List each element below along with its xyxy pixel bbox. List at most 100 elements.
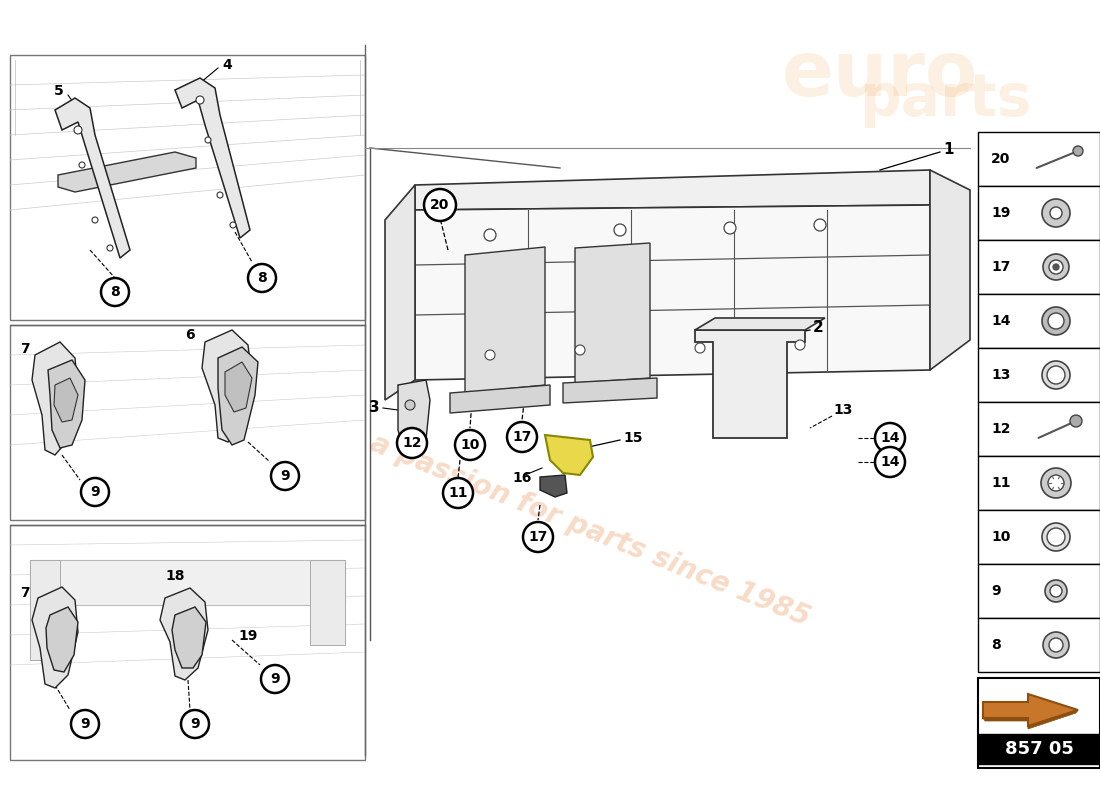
Bar [30, 560, 345, 605]
Text: 14: 14 [991, 314, 1011, 328]
Text: 3: 3 [370, 401, 379, 415]
Circle shape [1049, 260, 1063, 274]
Circle shape [92, 217, 98, 223]
Text: 12: 12 [991, 422, 1011, 436]
Text: 9: 9 [280, 469, 289, 483]
Text: euro: euro [782, 38, 978, 112]
Polygon shape [58, 152, 196, 192]
Text: 14: 14 [880, 455, 900, 469]
Polygon shape [226, 362, 252, 412]
Text: 16: 16 [512, 471, 531, 485]
Polygon shape [415, 205, 930, 380]
Bar [30, 560, 60, 660]
Polygon shape [983, 694, 1078, 726]
Polygon shape [415, 170, 930, 210]
Text: 19: 19 [991, 206, 1011, 220]
Circle shape [196, 96, 204, 104]
Text: a passion for parts since 1985: a passion for parts since 1985 [366, 429, 814, 631]
Circle shape [575, 345, 585, 355]
Text: 9: 9 [80, 717, 90, 731]
Bar [978, 510, 1100, 564]
Text: 9: 9 [991, 584, 1001, 598]
Text: 1: 1 [943, 142, 954, 158]
Bar [978, 294, 1100, 348]
Circle shape [405, 400, 415, 410]
Circle shape [795, 340, 805, 350]
Text: 19: 19 [238, 629, 257, 643]
Polygon shape [160, 588, 208, 680]
Circle shape [485, 350, 495, 360]
Text: 7: 7 [21, 342, 30, 356]
Text: 12: 12 [403, 436, 421, 450]
Circle shape [1045, 580, 1067, 602]
Polygon shape [930, 170, 970, 370]
Circle shape [205, 137, 211, 143]
Circle shape [79, 162, 85, 168]
Bar [978, 734, 1100, 764]
Bar [978, 456, 1100, 510]
Text: 11: 11 [449, 486, 468, 500]
Text: 15: 15 [623, 431, 642, 445]
Circle shape [424, 189, 456, 221]
Circle shape [230, 222, 236, 228]
Text: 17: 17 [528, 530, 548, 544]
Polygon shape [695, 330, 805, 438]
Text: 8: 8 [110, 285, 120, 299]
Circle shape [1042, 307, 1070, 335]
Circle shape [1043, 632, 1069, 658]
Circle shape [1072, 146, 1084, 156]
Circle shape [182, 710, 209, 738]
Circle shape [814, 219, 826, 231]
Polygon shape [695, 318, 825, 330]
Polygon shape [450, 385, 550, 413]
Bar [978, 132, 1100, 186]
Polygon shape [398, 380, 430, 450]
Circle shape [72, 710, 99, 738]
Circle shape [107, 245, 113, 251]
Polygon shape [55, 98, 130, 258]
Circle shape [1047, 366, 1065, 384]
Bar [978, 618, 1100, 672]
Polygon shape [575, 243, 650, 383]
Bar [978, 348, 1100, 402]
Text: 20: 20 [991, 152, 1011, 166]
Text: 6: 6 [186, 328, 195, 342]
Circle shape [1042, 199, 1070, 227]
Polygon shape [32, 587, 78, 688]
Bar [978, 240, 1100, 294]
Polygon shape [32, 342, 78, 455]
Polygon shape [218, 347, 258, 445]
Polygon shape [983, 710, 1078, 729]
Bar [10, 55, 365, 320]
Text: 14: 14 [880, 431, 900, 445]
Text: 17: 17 [991, 260, 1011, 274]
Bar [978, 186, 1100, 240]
Circle shape [1048, 475, 1064, 491]
Bar [310, 560, 345, 645]
Circle shape [724, 222, 736, 234]
Circle shape [614, 224, 626, 236]
Circle shape [695, 343, 705, 353]
Text: 18: 18 [165, 569, 185, 583]
Circle shape [874, 423, 905, 453]
Text: 10: 10 [460, 438, 480, 452]
Text: 9: 9 [90, 485, 100, 499]
Circle shape [1050, 207, 1062, 219]
Text: 8: 8 [991, 638, 1001, 652]
Circle shape [1070, 415, 1082, 427]
Text: 9: 9 [190, 717, 200, 731]
Circle shape [101, 278, 129, 306]
Circle shape [1042, 523, 1070, 551]
Bar [978, 564, 1100, 618]
Text: 4: 4 [222, 58, 232, 72]
Polygon shape [544, 435, 593, 475]
Circle shape [1049, 638, 1063, 652]
Circle shape [1041, 468, 1071, 498]
Circle shape [1047, 528, 1065, 546]
Circle shape [397, 428, 427, 458]
Circle shape [522, 522, 553, 552]
Text: 11: 11 [991, 476, 1011, 490]
Bar [10, 525, 365, 760]
Text: 17: 17 [513, 430, 531, 444]
Circle shape [261, 665, 289, 693]
